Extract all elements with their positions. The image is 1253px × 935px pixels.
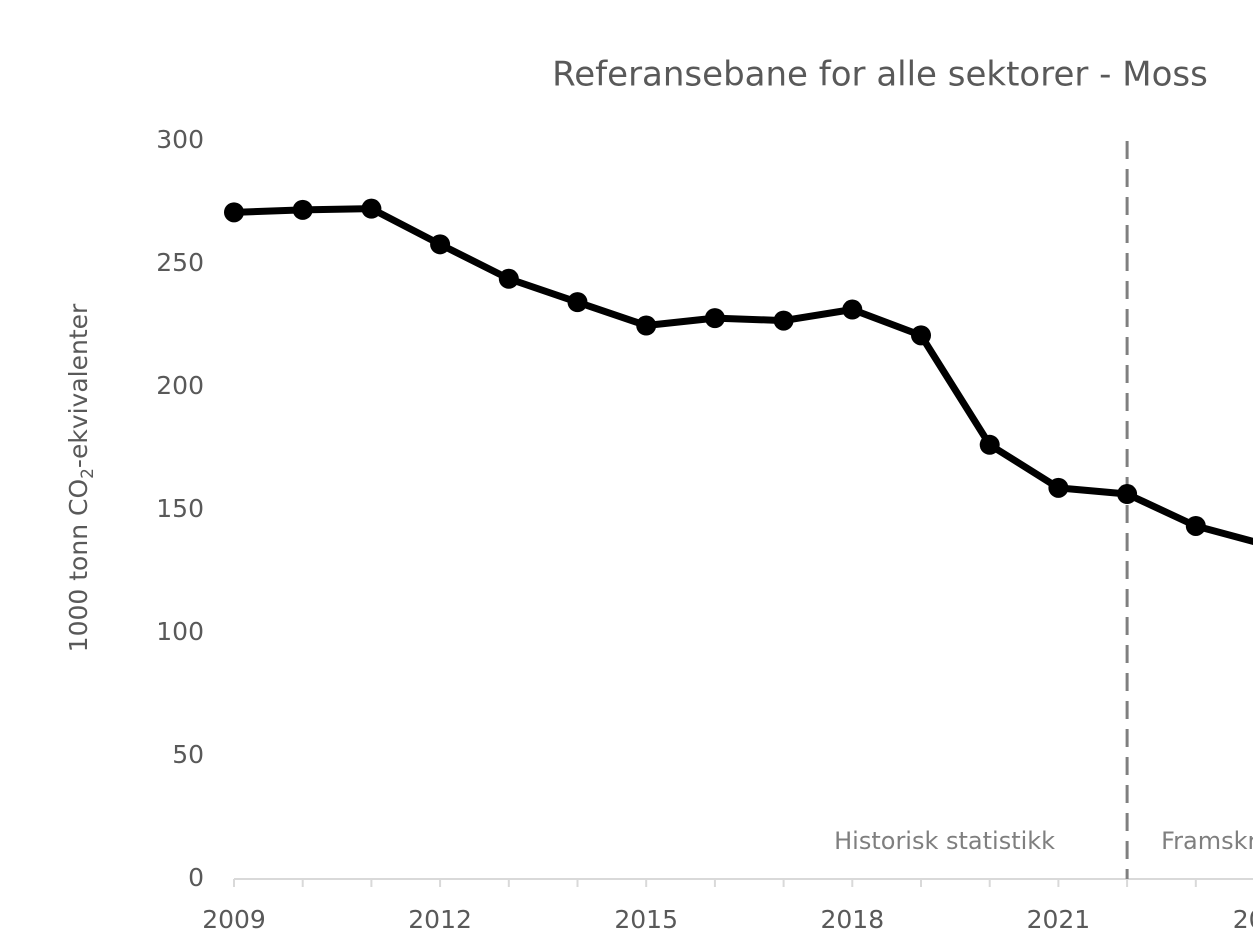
x-tick-label: 2018 bbox=[820, 905, 884, 934]
y-tick-label: 0 bbox=[188, 863, 204, 892]
annotation: Historisk statistikk bbox=[834, 827, 1055, 855]
data-point bbox=[842, 299, 863, 320]
y-tick-label: 100 bbox=[156, 617, 204, 646]
y-tick-label: 300 bbox=[156, 125, 204, 154]
x-tick-label: 2021 bbox=[1027, 905, 1091, 934]
data-point bbox=[292, 199, 313, 220]
data-point bbox=[704, 308, 725, 329]
data-point bbox=[1117, 484, 1138, 505]
series-line bbox=[233, 205, 1253, 545]
data-point bbox=[430, 234, 451, 255]
x-tick-label: 2009 bbox=[202, 905, 266, 934]
data-point bbox=[1048, 477, 1069, 498]
data-point bbox=[224, 202, 244, 223]
y-label-main: 1000 tonn CO bbox=[64, 479, 93, 652]
data-point bbox=[567, 292, 588, 313]
y-tick-label: 250 bbox=[156, 248, 204, 277]
y-axis-label: 1000 tonn CO2-ekvivalenter bbox=[64, 303, 98, 652]
data-point bbox=[979, 434, 1000, 455]
y-tick-label: 150 bbox=[156, 494, 204, 523]
y-tick-label: 50 bbox=[172, 740, 204, 769]
y-label-rest: -ekvivalenter bbox=[64, 303, 93, 468]
x-tick-label: 2012 bbox=[408, 905, 472, 934]
data-point bbox=[636, 315, 657, 336]
x-tick-label: 2024 bbox=[1233, 905, 1253, 934]
y-label-sub: 2 bbox=[78, 468, 98, 479]
chart-title: Referansebane for alle sektorer - Moss bbox=[552, 55, 1208, 95]
data-point bbox=[498, 268, 519, 289]
x-tick-label: 2015 bbox=[614, 905, 678, 934]
data-point bbox=[911, 325, 931, 346]
data-point bbox=[361, 198, 382, 219]
data-point bbox=[1185, 515, 1206, 536]
data-point bbox=[773, 310, 794, 331]
annotation: Framskrivning bbox=[1161, 827, 1253, 855]
y-tick-label: 200 bbox=[156, 371, 204, 400]
